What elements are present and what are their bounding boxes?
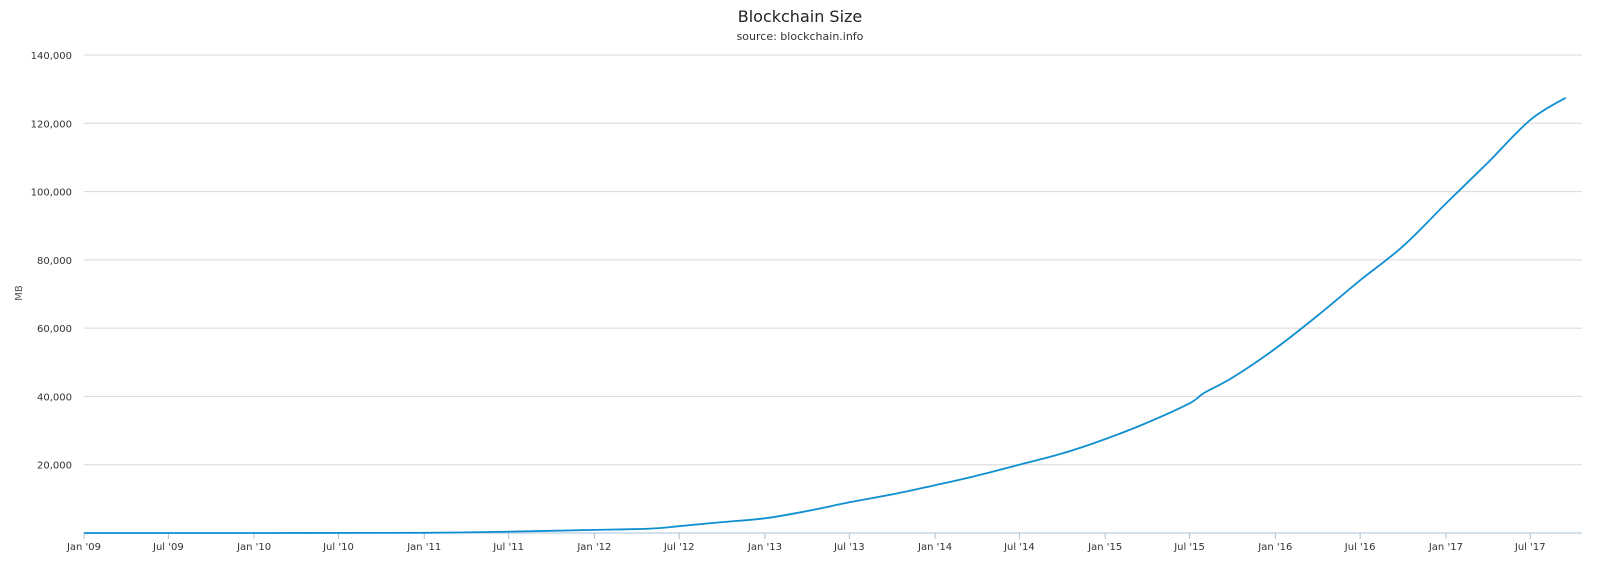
x-tick-label: Jan '10 bbox=[236, 542, 271, 553]
chart-subtitle: source: blockchain.info bbox=[737, 30, 864, 43]
x-tick-label: Jul '11 bbox=[492, 542, 524, 553]
x-tick-label: Jul '10 bbox=[322, 542, 354, 553]
x-tick-label: Jan '15 bbox=[1087, 542, 1122, 553]
x-tick-label: Jan '12 bbox=[576, 542, 611, 553]
gridlines bbox=[84, 54, 1582, 466]
x-tick-label: Jul '16 bbox=[1344, 542, 1376, 553]
y-axis-ticks: 20,000 40,000 60,000 80,000 100,000 120,000 14… bbox=[31, 51, 72, 472]
y-axis-label: MB bbox=[14, 285, 25, 301]
x-tick-label: Jan '14 bbox=[917, 542, 952, 553]
y-tick-label: 120,000 bbox=[31, 119, 72, 130]
x-tick-label: Jul '17 bbox=[1514, 542, 1546, 553]
x-tick-label: Jan '11 bbox=[406, 542, 441, 553]
x-tick-label: Jul '14 bbox=[1003, 542, 1035, 553]
y-tick-label: 20,000 bbox=[37, 461, 72, 472]
y-tick-label: 40,000 bbox=[37, 392, 72, 403]
x-tick-label: Jul '09 bbox=[152, 542, 184, 553]
x-tick-label: Jul '12 bbox=[663, 542, 695, 553]
x-tick-label: Jul '13 bbox=[833, 542, 865, 553]
series-line bbox=[84, 96, 1567, 534]
y-tick-label: 100,000 bbox=[31, 188, 72, 199]
x-axis-ticks: Jan '09 Jul '09 Jan '10 Jul '10 Jan '11 Jul '… bbox=[66, 533, 1546, 553]
y-tick-label: 60,000 bbox=[37, 324, 72, 335]
y-tick-label: 140,000 bbox=[31, 51, 72, 62]
x-tick-label: Jan '17 bbox=[1428, 542, 1463, 553]
chart-title: Blockchain Size bbox=[738, 7, 863, 26]
x-tick-label: Jan '16 bbox=[1257, 542, 1292, 553]
series-layer bbox=[84, 96, 1567, 534]
x-tick-label: Jan '13 bbox=[747, 542, 782, 553]
x-tick-label: Jan '09 bbox=[66, 542, 101, 553]
x-tick-label: Jul '15 bbox=[1173, 542, 1205, 553]
y-tick-label: 80,000 bbox=[37, 256, 72, 267]
